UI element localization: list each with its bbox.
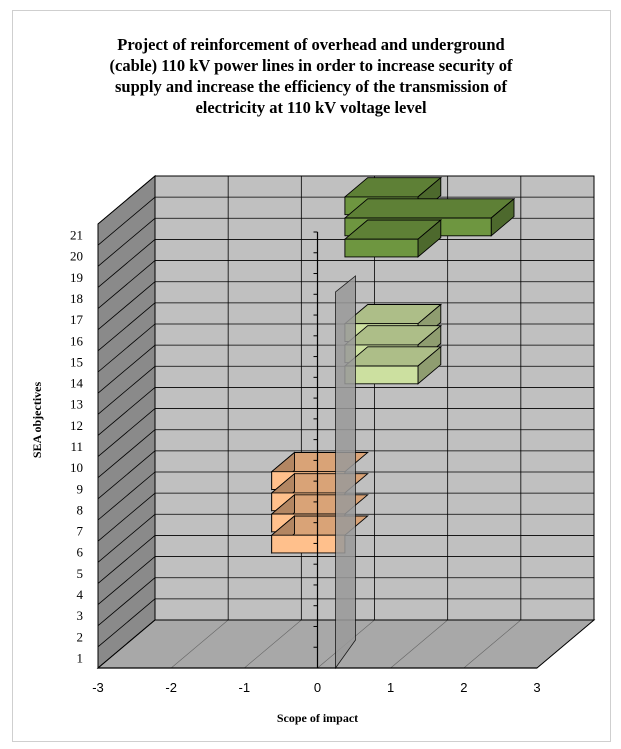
x-tick-label: -3 — [92, 680, 104, 695]
y-tick-label: 13 — [70, 397, 83, 412]
bar-top — [343, 198, 516, 219]
y-tick-label: 10 — [70, 460, 83, 475]
side-gridline — [97, 175, 156, 225]
side-gridline — [97, 535, 156, 584]
floor-gridline — [244, 619, 302, 669]
y-tick-label: 18 — [70, 291, 83, 306]
y-tick-label: 20 — [70, 249, 83, 264]
side-gridline — [97, 239, 156, 288]
bar-objective-13 — [343, 345, 443, 385]
side-gridline — [97, 344, 156, 394]
x-tick-label: -2 — [165, 680, 177, 695]
y-tick-label: 19 — [70, 270, 83, 285]
y-tick-label: 12 — [70, 418, 83, 433]
chart-title: Project of reinforcement of overhead and… — [109, 35, 513, 117]
y-tick-label: 9 — [77, 481, 84, 496]
y-tick-label: 11 — [70, 439, 83, 454]
side-gridline — [97, 577, 156, 627]
bar-objective-19 — [343, 219, 443, 258]
side-gridline — [97, 492, 156, 542]
x-tick-label: 3 — [533, 680, 540, 695]
floor-gridline — [463, 619, 522, 669]
side-gridline — [97, 556, 156, 605]
y-tick-label: 7 — [77, 524, 84, 539]
x-tick-label: 2 — [460, 680, 467, 695]
side-gridline — [97, 429, 156, 479]
floor-gridline — [536, 619, 595, 669]
side-gridline — [97, 217, 156, 267]
floor-gridline — [390, 619, 448, 669]
y-tick-label: 17 — [70, 312, 84, 327]
zero-plane — [335, 275, 356, 670]
floor-gridline — [170, 619, 229, 669]
side-gridline — [97, 281, 156, 331]
side-gridline — [97, 323, 156, 373]
side-wall — [97, 174, 156, 670]
bar-front — [344, 238, 419, 258]
chart-bars — [270, 176, 516, 554]
x-tick-label: 1 — [387, 680, 394, 695]
chart-gridlines — [97, 175, 595, 669]
floor-gridline — [97, 619, 156, 669]
side-gridline — [97, 302, 156, 352]
side-gridline — [97, 365, 156, 415]
x-tick-label: 0 — [314, 680, 321, 695]
side-gridline — [97, 408, 156, 457]
y-tick-label: 4 — [77, 587, 84, 602]
y-tick-label: 6 — [77, 545, 84, 560]
side-gridline — [97, 387, 156, 436]
y-tick-label: 8 — [77, 502, 84, 517]
y-tick-label: 2 — [77, 629, 84, 644]
y-tick-label: 21 — [70, 228, 83, 243]
x-axis-title: Scope of impact — [277, 711, 358, 725]
y-tick-label: 16 — [70, 333, 84, 348]
y-tick-label: 15 — [70, 354, 83, 369]
y-tick-label: 5 — [77, 566, 84, 581]
bar-front — [271, 534, 346, 554]
x-tick-label: -1 — [239, 680, 251, 695]
side-gridline — [97, 471, 156, 521]
chart-axes — [98, 231, 537, 670]
side-gridline — [97, 598, 156, 648]
y-tick-label: 3 — [77, 608, 84, 623]
y-tick-label: 1 — [77, 650, 84, 665]
side-gridline — [97, 619, 156, 669]
side-gridline — [97, 260, 156, 309]
side-gridline — [97, 450, 156, 500]
side-gridline — [97, 513, 156, 563]
y-tick-label: 14 — [70, 376, 84, 391]
y-axis-title: SEA objectives — [30, 382, 44, 459]
side-gridline — [97, 196, 156, 246]
